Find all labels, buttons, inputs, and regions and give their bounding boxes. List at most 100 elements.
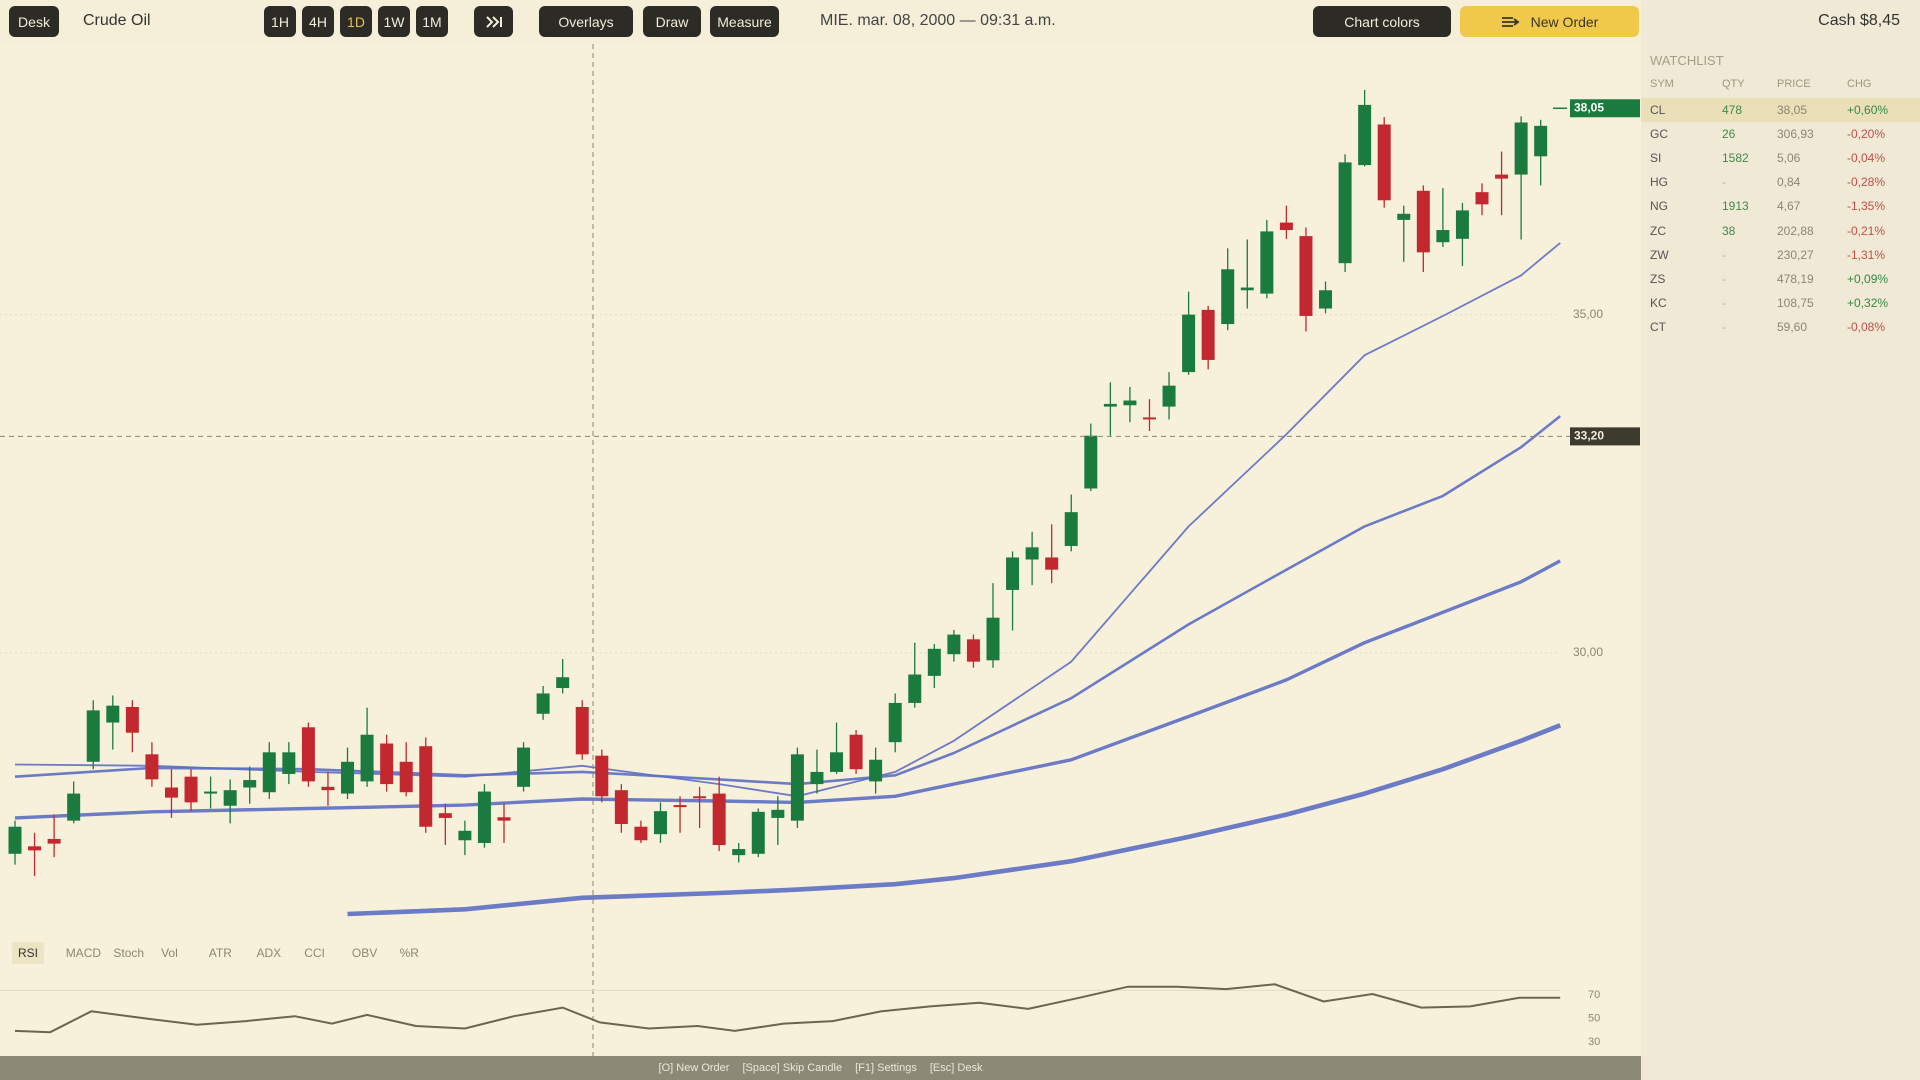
cell: 26 bbox=[1722, 127, 1736, 142]
candle-body bbox=[517, 747, 531, 787]
cell: KC bbox=[1650, 295, 1667, 310]
candle-body bbox=[810, 771, 824, 785]
desk-button[interactable]: Desk bbox=[9, 6, 59, 37]
cell: CT bbox=[1650, 319, 1666, 334]
candle-body bbox=[595, 755, 609, 797]
column-header: QTY bbox=[1722, 78, 1745, 90]
candle-body bbox=[1123, 400, 1137, 406]
candle-body bbox=[1397, 213, 1411, 220]
cell: -0,04% bbox=[1847, 151, 1886, 166]
candle-body bbox=[771, 809, 785, 818]
cell: 1913 bbox=[1722, 199, 1749, 214]
shortcut: [F1] Settings bbox=[855, 1062, 917, 1074]
candle-body bbox=[223, 790, 237, 806]
candle-body bbox=[497, 817, 511, 821]
candle-body bbox=[888, 702, 902, 743]
timeframe-button[interactable]: 1H bbox=[264, 6, 296, 37]
candle-body bbox=[164, 787, 178, 798]
candle-body bbox=[869, 759, 883, 782]
skip-button[interactable] bbox=[474, 6, 513, 37]
watchlist-row[interactable]: ZS - 478,19 +0,09% bbox=[1641, 267, 1920, 291]
new-order-button[interactable]: New Order bbox=[1460, 6, 1639, 37]
cell: NG bbox=[1650, 199, 1668, 214]
candle-body bbox=[614, 790, 628, 825]
candle-body bbox=[1221, 269, 1235, 325]
candle-body bbox=[399, 761, 413, 793]
footer: [O] New Order [Space] Skip Candle [F1] Set… bbox=[0, 1056, 1641, 1080]
candle-body bbox=[1103, 403, 1117, 407]
candle-body bbox=[477, 791, 491, 843]
indicator-tab[interactable]: Vol bbox=[161, 946, 178, 960]
candle-body bbox=[360, 734, 374, 782]
cell: - bbox=[1722, 247, 1726, 262]
moving-average bbox=[14, 415, 1562, 786]
crosshair-price-box bbox=[1570, 427, 1640, 446]
cell: SI bbox=[1650, 151, 1662, 166]
candle-body bbox=[282, 752, 296, 774]
candle-body bbox=[849, 734, 863, 770]
watchlist-row[interactable]: CT - 59,60 -0,08% bbox=[1641, 315, 1920, 339]
candle-body bbox=[556, 677, 570, 689]
indicator-tab[interactable]: MACD bbox=[65, 946, 102, 960]
y-tick-label: 30 bbox=[1588, 1036, 1600, 1048]
indicator-tab[interactable]: %R bbox=[399, 946, 419, 960]
cell: +0,60% bbox=[1847, 103, 1889, 117]
watchlist-row[interactable]: SI 1582 5,06 -0,04% bbox=[1641, 146, 1920, 170]
cell: - bbox=[1722, 319, 1726, 334]
tool-button[interactable]: Draw bbox=[643, 6, 701, 37]
watchlist-row[interactable]: CL 478 38,05 +0,60% bbox=[1641, 98, 1920, 122]
indicator-tab[interactable]: ADX bbox=[256, 946, 282, 960]
candle-body bbox=[1201, 309, 1215, 360]
timeframe-button[interactable]: 1D bbox=[340, 6, 372, 37]
candle-body bbox=[106, 705, 120, 723]
watchlist-row[interactable]: ZW - 230,27 -1,31% bbox=[1641, 243, 1920, 267]
cell: 0,84 bbox=[1777, 175, 1801, 190]
candle-body bbox=[125, 706, 139, 733]
candle-body bbox=[321, 786, 335, 791]
candle-body bbox=[1279, 222, 1293, 231]
shortcut: [Space] Skip Candle bbox=[742, 1062, 843, 1074]
candle-body bbox=[1436, 230, 1450, 243]
watchlist-row[interactable]: ZC 38 202,88 -0,21% bbox=[1641, 219, 1920, 243]
last-price-box bbox=[1570, 99, 1640, 118]
candle-body bbox=[243, 780, 257, 788]
chart-colors-button[interactable]: Chart colors bbox=[1313, 6, 1451, 37]
indicator-tab[interactable]: RSI bbox=[12, 942, 45, 964]
cell: ZS bbox=[1650, 271, 1666, 286]
cell: 4,67 bbox=[1777, 199, 1801, 214]
watchlist-row[interactable]: GC 26 306,93 -0,20% bbox=[1641, 122, 1920, 146]
timeframe-button[interactable]: 4H bbox=[302, 6, 334, 37]
candle-body bbox=[1358, 104, 1372, 166]
watchlist-row[interactable]: HG - 0,84 -0,28% bbox=[1641, 170, 1920, 194]
indicator-tab[interactable]: OBV bbox=[351, 946, 378, 960]
tool-button[interactable]: Measure bbox=[710, 6, 779, 37]
cell: -0,28% bbox=[1847, 175, 1886, 190]
candle-body bbox=[751, 811, 765, 854]
tool-button[interactable]: Overlays bbox=[539, 6, 633, 37]
indicator-tab[interactable]: ATR bbox=[208, 946, 232, 960]
indicator-tab[interactable]: Stoch bbox=[113, 946, 145, 960]
candle-body bbox=[536, 693, 550, 714]
cash: Cash $8,45 bbox=[1818, 12, 1900, 29]
candle-body bbox=[712, 793, 726, 845]
indicator-tab[interactable]: CCI bbox=[304, 946, 325, 960]
timeframe-button[interactable]: 1M bbox=[416, 6, 448, 37]
candle-body bbox=[908, 674, 922, 703]
watchlist-row[interactable]: KC - 108,75 +0,32% bbox=[1641, 291, 1920, 315]
candle-body bbox=[8, 826, 22, 854]
candle-body bbox=[380, 743, 394, 785]
candle-body bbox=[1162, 385, 1176, 407]
candle-body bbox=[262, 752, 276, 793]
shortcut: [O] New Order bbox=[658, 1062, 730, 1074]
candle-body bbox=[653, 811, 667, 835]
candle-body bbox=[1377, 124, 1391, 201]
watchlist-row[interactable]: NG 1913 4,67 -1,35% bbox=[1641, 194, 1920, 218]
timeframe-button[interactable]: 1W bbox=[378, 6, 410, 37]
skip-icon bbox=[485, 15, 502, 28]
candle-body bbox=[204, 791, 218, 794]
cell: -1,35% bbox=[1847, 199, 1886, 214]
y-tick-label: 35,00 bbox=[1573, 307, 1603, 321]
cell: 202,88 bbox=[1777, 223, 1814, 238]
